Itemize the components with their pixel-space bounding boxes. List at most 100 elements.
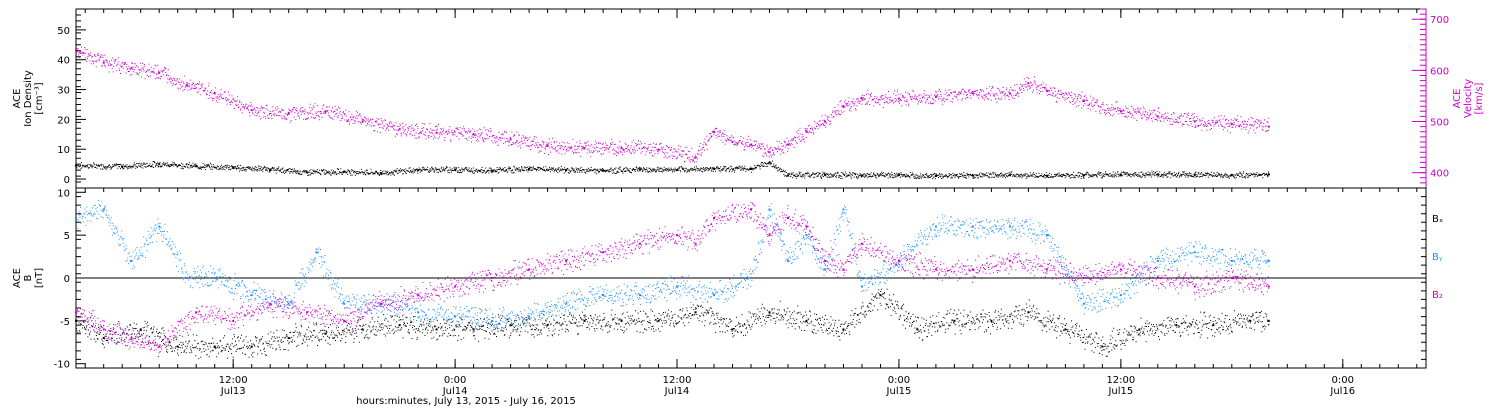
series-p2-1-point-16: [602, 294, 605, 297]
series-p1-0-point-10: [454, 168, 457, 171]
series-p2-2-point-6: [269, 302, 272, 305]
series-p2-0-point-32: [1249, 319, 1252, 322]
b-axis-minor-ticks: [76, 187, 81, 369]
series-p2-2-point-25: [842, 268, 845, 271]
series-p2-0-point-8: [361, 328, 364, 331]
series-p1-0: [75, 160, 1270, 180]
series-p2-1-point-20: [750, 277, 752, 279]
velocity-axis-axis-label-line-2: [km/s]: [1474, 82, 1485, 114]
density-axis-tick-label-1: 10: [57, 145, 70, 156]
series-p1-0-point-33: [1267, 173, 1270, 176]
series-p2-2-point-32: [1082, 277, 1085, 279]
series-p2-1-point-28: [934, 225, 937, 228]
density-axis-axis-label-line-1: Ion Density: [23, 70, 34, 127]
x-tick-label-date-2: Jul14: [664, 386, 690, 397]
series-p2-0: [75, 288, 1270, 360]
series-p1-1-point-11: [435, 131, 438, 134]
series-p2-1-point-33: [1119, 294, 1122, 297]
panel1-frame: [75, 8, 1427, 189]
b-axis-tick-label-3: 5: [64, 231, 70, 242]
series-p2-2-point-28: [934, 268, 937, 271]
series-p2-0-point-28: [1101, 345, 1104, 348]
series-p1-1-point-37: [1193, 120, 1196, 123]
x-axis-label: hours:minutes, July 13, 2015 - July 16, …: [356, 396, 576, 407]
series-p1-0-point-27: [1045, 174, 1048, 177]
b-axis-axis-label-line-0: ACE: [12, 268, 23, 288]
b-axis-tick-label-0: -10: [54, 360, 70, 371]
x-tick-label-date-1: Jul14: [442, 386, 468, 397]
legend-entry-1: Bᵧ: [1432, 252, 1443, 263]
x-tick-label-time-3: 0:00: [888, 375, 910, 386]
series-p2-2: [75, 201, 1270, 357]
series-p2-2-point-23: [805, 225, 808, 228]
series-p2-2-point-3: [158, 345, 161, 348]
series-p1-1-point-30: [971, 92, 974, 95]
series-p1-1-point-5: [213, 92, 216, 95]
series-p2-0-point-11: [472, 328, 475, 331]
density-axis-tick-label-5: 50: [57, 26, 70, 37]
velocity-axis-tick-label-2: 600: [1430, 66, 1449, 77]
series-p2-0-point-0: [75, 319, 77, 322]
series-p2-2-point-13: [528, 268, 531, 271]
x-tick-label-date-0: Jul13: [220, 386, 246, 397]
series-p1-0-point-12: [528, 167, 531, 170]
b-axis-axis-label-line-2: [nT]: [34, 268, 45, 288]
series-p1-1-point-16: [620, 147, 623, 150]
series-p1-1-point-7: [287, 112, 290, 115]
series-p2-0-point-18: [731, 328, 734, 331]
series-p1-0-point-28: [1082, 174, 1085, 177]
series-p2-1-point-22: [786, 259, 789, 262]
series-p2-0-point-5: [250, 345, 253, 348]
series-p2-2-point-34: [1156, 277, 1159, 279]
series-p2-0-point-15: [620, 319, 623, 322]
series-p2-2-point-27: [897, 259, 900, 262]
series-p1-1-point-6: [250, 109, 253, 112]
series-p1-1-point-39: [1267, 125, 1270, 128]
density-axis-axis-label: ACE Ion Density [cm⁻³]: [12, 70, 45, 127]
series-p2-1-point-14: [528, 315, 531, 318]
x-tick-label-time-5: 0:00: [1332, 375, 1354, 386]
density-axis-tick-label-2: 20: [57, 115, 70, 126]
series-p1-0-point-29: [1119, 173, 1122, 176]
series-p2-2-point-36: [1230, 277, 1233, 279]
series-p1-0-point-18: [750, 167, 752, 170]
series-p1-0-point-26: [1008, 173, 1011, 176]
series-p2-0-point-19: [768, 311, 771, 314]
series-p1-1-point-25: [823, 120, 826, 123]
series-p2-1-point-37: [1267, 259, 1270, 262]
series-p1-1-point-36: [1156, 115, 1159, 118]
series-p1-0-point-4: [232, 166, 235, 169]
series-p1-1-point-1: [102, 61, 105, 64]
series-p2-0-point-12: [509, 324, 512, 327]
series-p2-1-point-32: [1082, 302, 1085, 305]
series-p2-2-point-24: [823, 259, 826, 262]
series-p2-1-point-17: [639, 294, 642, 297]
series-p2-0-point-10: [435, 328, 438, 331]
legend-entry-0: Bₓ: [1432, 214, 1443, 225]
series-p2-1-point-29: [971, 225, 974, 228]
x-tick-label-time-0: 12:00: [219, 375, 248, 386]
series-p2-0-point-25: [990, 319, 993, 322]
series-p2-2-point-30: [1008, 259, 1011, 262]
series-p2-0-point-30: [1175, 324, 1178, 327]
series-p2-0-point-31: [1212, 324, 1215, 327]
density-axis-tick-label-0: 0: [64, 175, 70, 186]
x-tick-label-time-1: 0:00: [444, 375, 466, 386]
time-axis: 12:00Jul130:00Jul1412:00Jul140:00Jul1512…: [84, 9, 1418, 397]
series-p2-1-point-18: [676, 285, 679, 288]
series-p2-1-point-19: [713, 294, 716, 297]
series-p2-0-point-2: [139, 328, 142, 331]
b-axis-tick-label-1: -5: [60, 317, 70, 328]
series-p2-0-point-22: [879, 294, 882, 297]
series-p1-1-point-28: [897, 97, 900, 100]
series-p1-1-point-12: [472, 133, 475, 136]
series-p1-1-point-24: [805, 130, 808, 133]
series-p2-2-point-37: [1267, 285, 1270, 288]
series-p1-1-point-23: [786, 143, 789, 146]
series-p2-1-point-8: [315, 251, 318, 254]
b-axis-axis-label: ACE B [nT]: [12, 268, 45, 288]
series-p2-0-point-23: [916, 328, 919, 331]
b-axis-right-ticks: [1421, 187, 1426, 369]
b-axis-tick-label-2: 0: [64, 274, 70, 285]
